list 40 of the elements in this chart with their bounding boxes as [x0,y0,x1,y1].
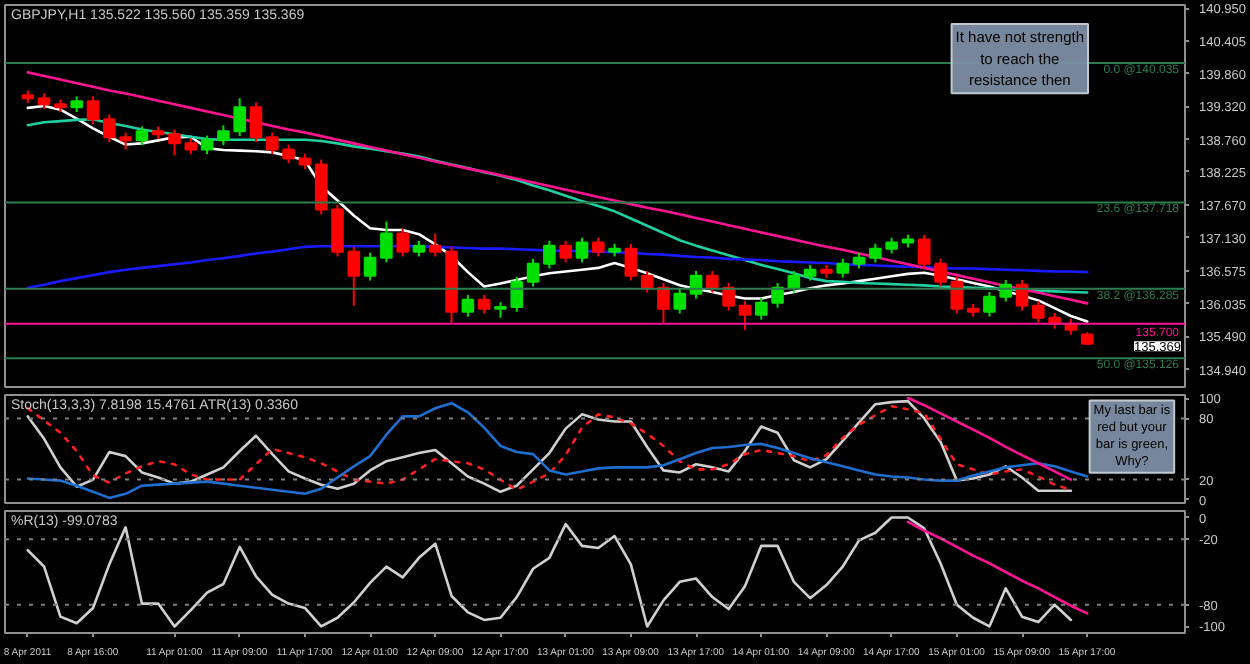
candlestick [575,236,589,264]
candlestick [331,203,344,258]
candlestick [543,239,556,270]
candlestick [754,296,768,321]
candlestick [591,236,605,258]
candlestick [86,95,100,126]
candlestick [461,293,475,318]
candlestick [217,124,230,147]
line-series [26,71,1089,305]
candlestick [510,275,524,313]
candlestick [559,239,572,264]
candlestick [624,242,638,282]
candlestick [266,131,279,156]
candlestick [657,281,670,325]
candlestick [477,293,491,315]
candlestick [836,257,850,279]
candlestick [168,128,181,157]
candlestick [640,269,654,294]
candlestick [363,251,377,282]
candlestick [706,269,719,294]
candlestick [738,299,752,331]
candlestick [103,113,116,144]
candlestick [396,227,409,258]
candlestick [380,220,393,264]
line-series [906,520,1089,615]
candlestick [347,245,361,307]
candlestick [1032,299,1045,324]
candlestick [526,257,540,288]
candlestick [233,97,246,138]
candlestick [673,287,687,315]
candlestick [983,290,996,318]
candlestick [722,281,735,312]
candlestick [314,158,328,216]
candlestick [200,134,214,156]
candlestick [787,269,801,294]
candlestick [249,101,263,144]
candlestick [282,143,295,165]
candlestick [771,281,784,309]
candlestick [135,125,149,147]
line-series [906,396,1073,481]
